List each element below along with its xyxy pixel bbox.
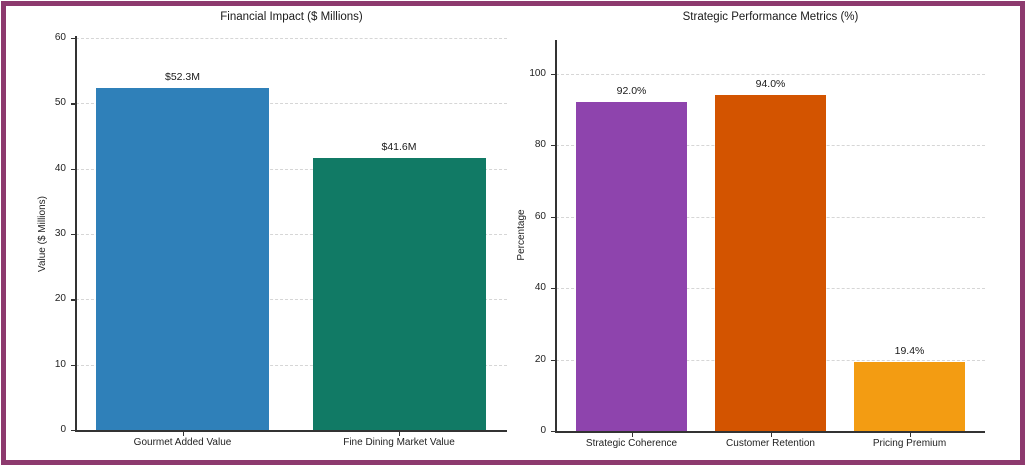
x-tick-label: Strategic Coherence [585,438,678,449]
bar-value-label: 94.0% [755,78,786,91]
y-tick-label: 0 [60,424,66,435]
x-tick-label: Customer Retention [726,438,815,449]
y-tick-mark [551,145,555,147]
y-tick-mark [71,234,75,236]
bar-customer-retention [715,95,826,431]
y-tick-mark [71,38,75,40]
y-axis-spine [555,40,557,431]
x-axis-spine [555,431,985,433]
bar-value-label: 92.0% [616,85,647,98]
y-tick-mark [551,288,555,290]
gridline-100 [556,73,985,75]
y-tick-mark [71,299,75,301]
bar-value-label: 19.4% [894,344,925,357]
y-axis-title: Value ($ Millions) [37,196,48,272]
bar-pricing-premium [854,361,965,431]
y-tick-label: 60 [534,210,546,222]
gridline-40 [76,168,507,170]
y-tick-mark [551,216,555,218]
bar-value-label: $41.6M [381,141,417,154]
y-tick-label: 100 [529,67,546,79]
bar-gourmet-added-value [96,88,269,430]
y-tick-label: 30 [54,228,66,239]
gridline-10 [76,364,507,366]
x-axis-spine [75,430,507,432]
y-tick-mark [551,431,555,433]
y-tick-mark [71,103,75,105]
y-tick-label: 10 [54,358,66,370]
x-tick-mark [631,432,633,437]
x-tick-mark [399,431,401,436]
y-axis-spine [75,36,77,430]
gridline-60 [76,38,507,39]
y-tick-label: 40 [534,282,546,294]
bar-fine-dining-market-value [312,158,486,430]
x-tick-mark [770,432,772,437]
x-tick-label: Gourmet Added Value [133,437,232,448]
y-tick-mark [551,73,555,76]
y-tick-mark [551,359,555,361]
right-chart-title: Strategic Performance Metrics (%) [682,11,859,23]
bar-value-label: $52.3M [164,71,201,84]
y-tick-label: 0 [540,425,546,436]
y-tick-mark [71,168,75,170]
y-axis-title: Percentage [516,208,527,261]
bar-strategic-coherence [576,102,687,431]
y-tick-label: 20 [534,353,546,365]
gridline-20 [76,299,507,301]
y-tick-label: 60 [54,32,66,43]
y-tick-mark [71,430,75,432]
x-tick-label: Fine Dining Market Value [343,437,455,448]
y-tick-label: 40 [54,162,66,174]
y-tick-label: 50 [54,97,66,109]
gridline-50 [76,103,507,105]
y-tick-label: 20 [54,293,66,305]
gridline-30 [76,234,507,235]
left-chart-title: Financial Impact ($ Millions) [220,11,363,23]
y-tick-label: 80 [534,139,546,151]
x-tick-label: Pricing Premium [872,438,947,449]
x-tick-mark [182,431,184,436]
x-tick-mark [909,432,911,437]
y-tick-mark [71,364,75,366]
